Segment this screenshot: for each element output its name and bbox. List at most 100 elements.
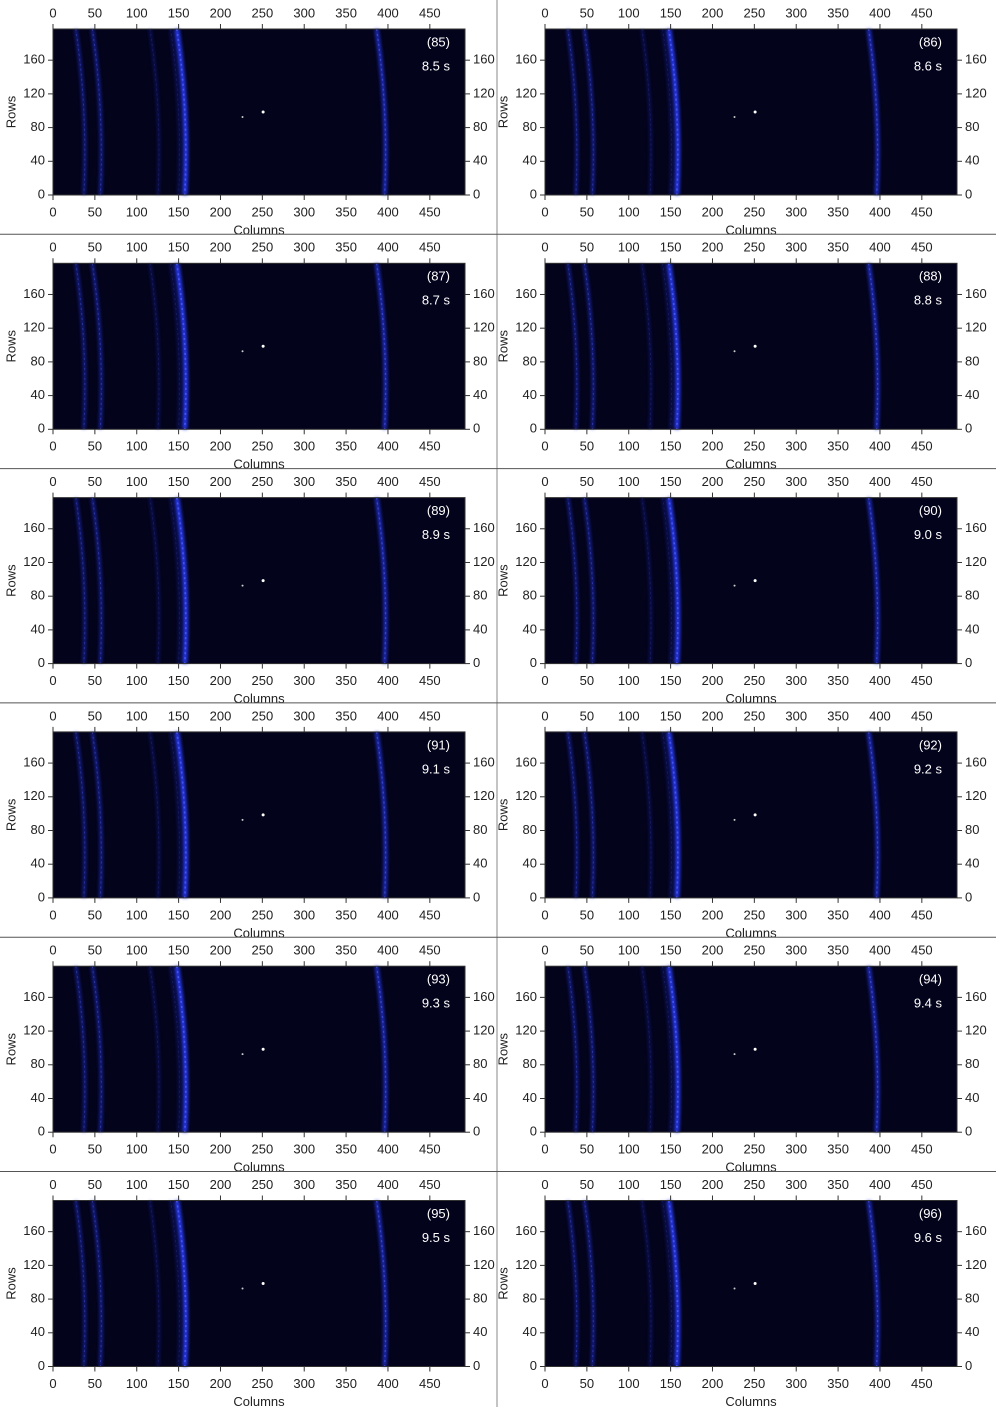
y-tick-label: 40 [523, 387, 537, 402]
x-tick-label-top: 150 [168, 1177, 190, 1192]
x-tick-label: 350 [827, 1142, 849, 1157]
signal-band [169, 28, 181, 196]
x-tick-label: 350 [335, 204, 357, 219]
image-background [545, 731, 957, 898]
x-tick-label: 100 [618, 1376, 640, 1391]
y-tick-label-right: 80 [965, 822, 979, 837]
signal-band [666, 1200, 681, 1367]
y-tick-label: 160 [23, 520, 45, 535]
y-tick-label-right: 80 [473, 353, 487, 368]
x-tick-label-top: 450 [419, 5, 441, 20]
panel: 0050501001001501502002002502503003003503… [3, 5, 494, 237]
x-tick-label-top: 0 [49, 5, 56, 20]
y-tick-label: 40 [31, 1090, 45, 1105]
x-tick-label-top: 150 [168, 943, 190, 958]
x-tick-label: 450 [911, 1142, 933, 1157]
y-tick-label: 120 [515, 320, 537, 335]
x-tick-label-top: 400 [869, 708, 891, 723]
hot-pixel [241, 818, 244, 821]
signal-band [374, 28, 388, 196]
x-tick-label: 400 [869, 907, 891, 922]
hot-pixel [261, 110, 265, 114]
y-axis-label: Rows [3, 564, 18, 597]
x-tick-label: 150 [168, 1376, 190, 1391]
signal-band [582, 731, 595, 898]
frame-number: (90) [919, 503, 942, 518]
y-tick-label: 120 [23, 1023, 45, 1038]
x-tick-label-top: 150 [660, 708, 682, 723]
x-tick-label-top: 0 [49, 474, 56, 489]
plot-frame [544, 497, 958, 665]
x-tick-label-top: 100 [618, 240, 640, 255]
x-tick-label: 250 [743, 1142, 765, 1157]
frame-time: 9.3 s [422, 996, 451, 1011]
x-tick-label: 150 [660, 907, 682, 922]
signal-band [641, 263, 652, 430]
plot-frame [52, 262, 466, 430]
x-tick-label: 50 [88, 439, 102, 454]
plot-frame [52, 731, 466, 899]
x-tick-label: 350 [335, 673, 357, 688]
x-tick-label: 200 [702, 673, 724, 688]
signal-band [666, 965, 681, 1133]
x-tick-label-top: 300 [293, 5, 315, 20]
hot-pixel [753, 1282, 757, 1285]
x-tick-label: 250 [743, 204, 765, 219]
y-tick-label: 40 [523, 153, 537, 168]
x-tick-label-top: 450 [419, 943, 441, 958]
frame-number: (88) [919, 269, 942, 284]
signal-band [666, 497, 681, 664]
x-tick-label-top: 100 [618, 474, 640, 489]
y-tick-label: 0 [530, 1124, 537, 1139]
x-tick-label: 450 [419, 439, 441, 454]
signal-band [174, 28, 189, 196]
x-tick-label: 250 [743, 439, 765, 454]
x-tick-label-top: 50 [580, 5, 594, 20]
y-tick-label-right: 160 [965, 520, 987, 535]
x-tick-label-top: 300 [293, 474, 315, 489]
x-tick-label-top: 250 [743, 1177, 765, 1192]
x-tick-label-top: 450 [419, 240, 441, 255]
x-tick-label: 150 [660, 439, 682, 454]
signal-band [641, 28, 652, 196]
x-tick-label-top: 200 [210, 1177, 232, 1192]
panel: 0050501001001501502002002502503003003503… [495, 936, 996, 1175]
x-tick-label: 350 [335, 1376, 357, 1391]
x-tick-label: 300 [293, 204, 315, 219]
panel: 0050501001001501502002002502503003003503… [495, 5, 986, 237]
image-background [545, 966, 957, 1133]
x-tick-label: 350 [827, 907, 849, 922]
x-tick-label: 450 [419, 1142, 441, 1157]
x-tick-label-top: 300 [785, 5, 807, 20]
x-tick-label-top: 100 [126, 474, 148, 489]
x-tick-label: 150 [660, 204, 682, 219]
y-tick-label-right: 0 [965, 889, 972, 904]
x-tick-label-top: 250 [743, 943, 765, 958]
panel: 0050501001001501502002002502503003003503… [0, 936, 497, 1175]
x-tick-label: 50 [580, 439, 594, 454]
x-tick-label: 0 [49, 1142, 56, 1157]
x-tick-label: 450 [911, 439, 933, 454]
panel: 0050501001001501502002002502503003003503… [0, 233, 497, 472]
x-tick-label: 450 [911, 907, 933, 922]
x-tick-label: 350 [827, 204, 849, 219]
y-tick-label: 120 [515, 1023, 537, 1038]
x-tick-label-top: 350 [827, 240, 849, 255]
y-tick-label-right: 160 [473, 1223, 495, 1238]
signal-band [866, 497, 880, 664]
x-tick-label: 0 [541, 439, 548, 454]
x-tick-label: 100 [618, 673, 640, 688]
frame-time: 8.8 s [914, 293, 943, 308]
x-tick-label: 0 [541, 1142, 548, 1157]
y-tick-label-right: 160 [965, 52, 987, 67]
signal-band [90, 731, 103, 898]
x-tick-label: 300 [785, 1376, 807, 1391]
x-tick-label: 400 [377, 673, 399, 688]
y-tick-label-right: 120 [965, 1257, 987, 1272]
x-tick-label: 350 [827, 1376, 849, 1391]
signal-band [566, 965, 579, 1133]
x-axis-label: Columns [725, 1394, 777, 1407]
signal-band [374, 1200, 388, 1367]
hot-pixel [241, 350, 244, 353]
y-tick-label: 160 [23, 1223, 45, 1238]
